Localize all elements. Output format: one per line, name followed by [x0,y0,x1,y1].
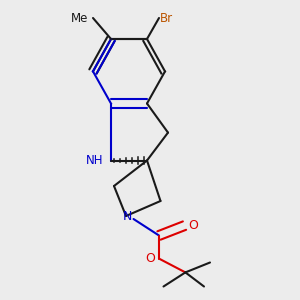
Text: O: O [188,219,198,232]
Text: Br: Br [160,11,173,25]
Text: NH: NH [86,154,103,167]
Text: Me: Me [71,11,88,25]
Text: O: O [146,252,155,265]
Text: N: N [123,209,132,223]
